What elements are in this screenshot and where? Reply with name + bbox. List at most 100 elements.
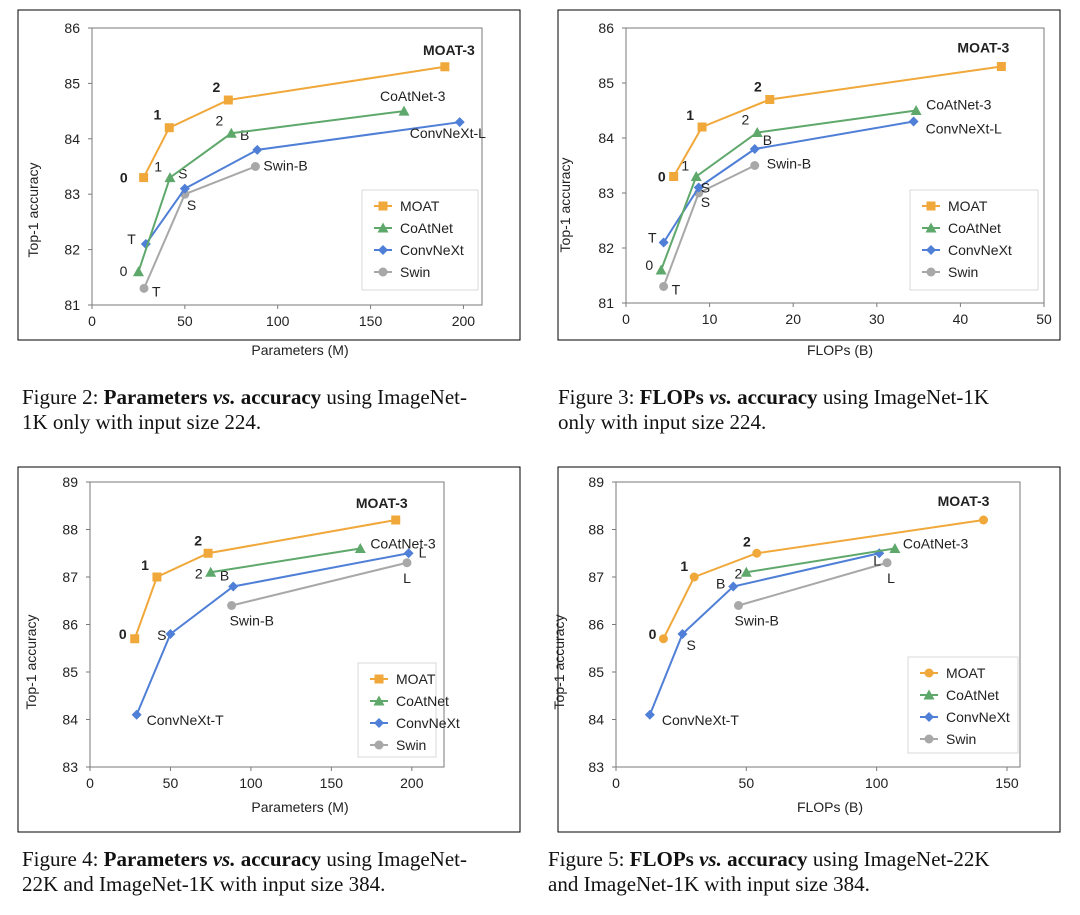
x-tick-label: 100 [266,313,290,329]
x-tick-label: 40 [953,311,969,327]
data-point-coatnet [164,172,176,183]
y-tick-label: 86 [64,20,80,36]
data-label: S [187,197,196,213]
y-tick-label: 83 [598,185,614,201]
data-point-moat [979,515,989,525]
chart-panel-2: 0 10 20 30 40 50 81 82 83 84 85 86 FLOPs (B) Top-1 ac… [540,0,1080,457]
data-label: 2 [215,112,223,128]
caption-rest-1: using ImageNet-1K [822,385,990,409]
y-tick-label: 83 [62,759,78,775]
plot-area [625,27,1045,304]
y-tick-label: 85 [64,75,80,91]
legend-marker-coatnet [923,689,935,700]
data-label: B [220,568,229,584]
x-tick-label: 100 [239,775,263,791]
data-point-swin [882,558,892,568]
caption-vs: vs. [212,385,236,409]
caption-fig-number: Figure 5: [548,847,625,871]
data-point-moat [765,95,775,104]
data-point-convnext [644,709,655,720]
data-label: 1 [154,159,162,175]
caption-bold-1: Parameters [103,385,208,409]
x-axis-label: Parameters (M) [251,799,348,815]
data-label: B [716,576,725,592]
chart-panel-3: 0 50 100 150 200 83 84 85 86 87 88 89 Parameters (M)… [0,457,540,914]
caption-vs: vs. [212,847,236,871]
legend-label-swin: Swin [400,264,430,280]
data-point-moat [203,548,213,558]
legend-marker-swin [378,267,388,277]
data-label: 2 [754,79,762,95]
data-point-moat [152,572,162,582]
legend-label-convnext: ConvNeXt [948,242,1012,258]
data-label: L [873,552,881,568]
data-point-swin [402,558,412,568]
caption-fig-number: Figure 4: [22,847,99,871]
x-tick-label: 150 [359,313,383,329]
data-label: 2 [213,79,221,95]
data-point-moat [130,634,140,644]
data-label: Swin-B [263,158,307,174]
data-point-convnext [179,183,190,194]
y-tick-label: 82 [64,242,80,258]
data-point-moat [440,62,450,72]
data-point-coatnet [225,127,237,138]
data-label: MOAT-3 [423,42,475,58]
legend-label-swin: Swin [396,737,426,753]
data-point-swin [750,161,760,170]
data-label: CoAtNet-3 [370,536,436,552]
x-tick-label: 20 [785,311,801,327]
y-tick-label: 87 [62,569,78,585]
data-label: 0 [120,263,128,279]
y-tick-label: 88 [62,522,78,538]
data-point-convnext [228,581,239,592]
y-tick-label: 81 [64,297,80,313]
x-tick-label: 50 [163,775,179,791]
data-point-moat [223,95,233,105]
chart-frame [17,9,521,341]
series-line-coatnet [137,110,405,273]
data-point-moat [164,123,174,133]
x-tick-label: 50 [739,775,755,791]
data-point-coatnet [690,171,702,181]
caption-fig-number: Figure 3: [558,385,635,409]
caption-bold-1: FLOPs [629,847,694,871]
y-tick-label: 85 [598,75,614,91]
x-tick-label: 0 [622,311,630,327]
data-label: 2 [741,112,749,128]
data-point-coatnet [205,566,217,577]
caption-vs: vs. [699,847,722,871]
x-tick-label: 150 [995,775,1019,791]
data-label: 2 [195,565,203,581]
data-label: MOAT-3 [957,40,1009,56]
caption-bold-2: accuracy [240,385,322,409]
legend-label-coatnet: CoAtNet [400,220,453,236]
x-axis-label: FLOPs (B) [797,799,863,815]
x-tick-label: 150 [320,775,344,791]
data-label: T [648,230,657,246]
data-point-moat [139,173,149,183]
data-point-convnext [131,709,142,720]
y-tick-label: 84 [598,130,614,146]
data-label: S [701,194,710,210]
data-point-convnext [749,144,760,154]
caption-fig2: Figure 2: Parameters vs. accuracy using … [22,385,532,435]
data-label: ConvNeXt-T [662,712,739,728]
data-point-coatnet [889,543,901,553]
chart-fig4: 0 50 100 150 200 83 84 85 86 87 88 89 Parameters (M)… [17,466,521,833]
data-label: CoAtNet-3 [903,536,969,552]
legend-marker-swin [924,734,934,744]
data-point-moat [752,548,762,558]
legend-marker-moat [926,201,936,211]
x-tick-label: 0 [86,775,94,791]
series-line-swin [143,165,256,289]
data-label: CoAtNet-3 [380,88,446,104]
y-tick-label: 84 [64,131,80,147]
series-line-coatnet [746,547,896,574]
caption-fig4: Figure 4: Parameters vs. accuracy using … [22,847,537,897]
legend-marker-coatnet [377,222,389,233]
data-label: T [127,231,136,247]
data-label: MOAT-3 [938,493,990,509]
caption-rest-2: and ImageNet-1K with input size 384. [548,872,870,896]
data-label: T [152,283,161,299]
